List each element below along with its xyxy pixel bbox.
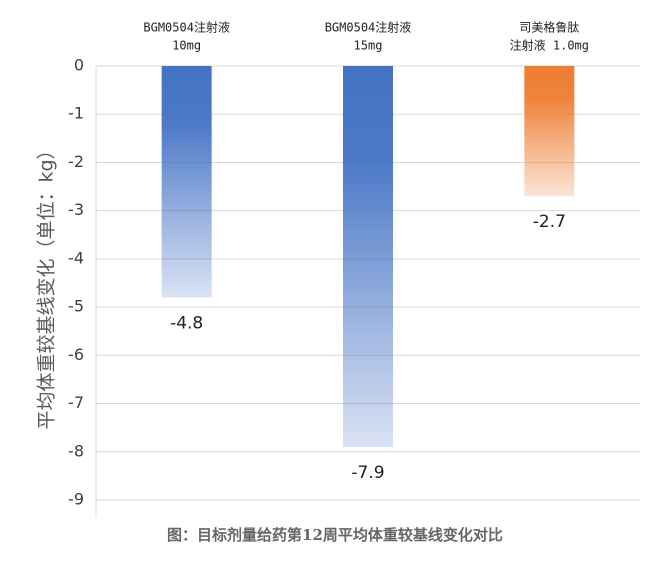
- y-tick-label: 0: [74, 56, 84, 75]
- x-category-label: 10mg: [172, 39, 201, 53]
- value-label: -7.9: [351, 463, 384, 483]
- bar: [343, 66, 393, 447]
- bar: [161, 66, 212, 298]
- y-tick-label: -6: [68, 345, 84, 364]
- y-tick-label: -1: [68, 104, 84, 123]
- value-label: -4.8: [170, 313, 203, 333]
- x-category-label: 15mg: [354, 39, 383, 53]
- caption: 图：目标剂量给药第12周平均体重较基线变化对比: [167, 526, 503, 544]
- x-category-label: 司美格鲁肽: [519, 20, 579, 35]
- y-tick-label: -7: [68, 393, 84, 412]
- y-tick-label: -5: [68, 297, 84, 316]
- y-tick-label: -3: [68, 200, 84, 219]
- x-category-label: BGM0504注射液: [143, 20, 230, 35]
- x-category-label: BGM0504注射液: [325, 20, 412, 35]
- y-tick-label: -9: [68, 490, 84, 509]
- x-category-label: 注射液 1.0mg: [510, 38, 589, 53]
- y-tick-label: -8: [68, 441, 84, 460]
- bar: [524, 66, 575, 197]
- y-tick-label: -4: [68, 248, 84, 267]
- y-tick-label: -2: [68, 152, 84, 171]
- y-axis-label: 平均体重较基线变化（单位：kg）: [36, 140, 58, 429]
- value-label: -2.7: [533, 212, 566, 232]
